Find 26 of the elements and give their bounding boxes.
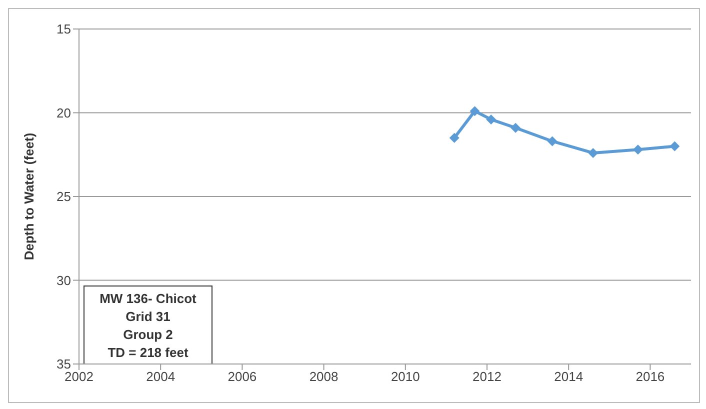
x-tick-label: 2016 — [636, 369, 665, 384]
y-tick-label: 30 — [56, 272, 71, 288]
point — [486, 114, 496, 124]
annotation: Group 2 — [123, 327, 173, 342]
x-tick-label: 2010 — [390, 369, 420, 384]
x-tick-label: 2012 — [472, 369, 502, 384]
point — [470, 106, 480, 116]
annotation: TD = 218 feet — [108, 345, 189, 360]
y-tick-label: 15 — [56, 22, 71, 37]
y-axis-title: Depth to Water (feet) — [22, 132, 37, 260]
point — [449, 132, 460, 143]
x-tick-label: 2008 — [309, 369, 338, 384]
x-tick-label: 2014 — [554, 369, 584, 384]
point — [547, 136, 558, 146]
point — [670, 141, 680, 152]
x-tick-label: 2002 — [64, 369, 94, 384]
x-tick-label: 2004 — [146, 369, 176, 384]
annotation: Grid 31 — [126, 309, 170, 324]
y-tick-label: 25 — [56, 189, 71, 204]
annotation: MW 136- Chicot — [100, 291, 198, 306]
y-tick-label: 20 — [56, 105, 71, 120]
point — [588, 148, 598, 158]
point — [632, 144, 643, 155]
point — [510, 122, 521, 133]
y-tick-label: 35 — [56, 356, 71, 372]
x-tick-label: 2006 — [228, 369, 257, 384]
